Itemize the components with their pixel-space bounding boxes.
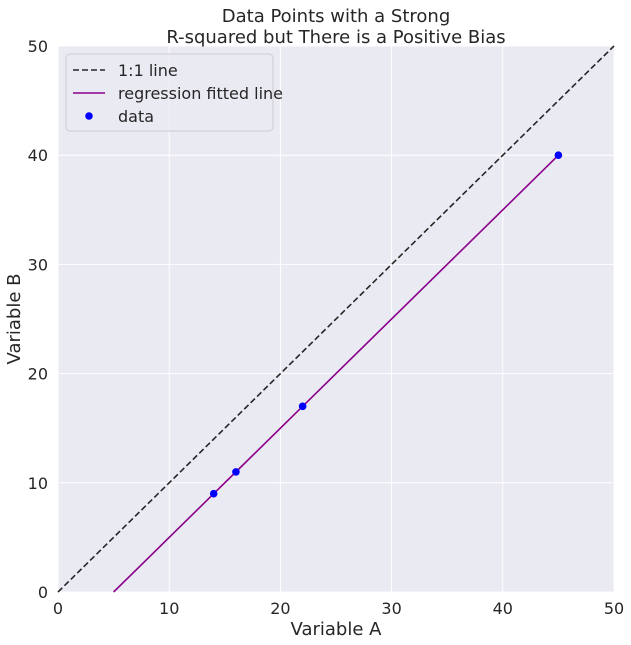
one-to-one-line — [57, 45, 615, 593]
x-tick-label: 0 — [53, 599, 63, 618]
y-tick-label: 40 — [28, 146, 48, 165]
legend: 1:1 line regression fitted line data — [65, 53, 283, 132]
x-tick-label: 50 — [604, 599, 624, 618]
x-tick-label: 20 — [270, 599, 290, 618]
y-tick-label: 0 — [38, 583, 48, 602]
legend-label-data: data — [118, 107, 154, 126]
data-point — [232, 468, 240, 476]
x-tick-label: 30 — [381, 599, 401, 618]
y-tick-label: 50 — [28, 37, 48, 56]
y-axis-label: Variable B — [4, 274, 25, 365]
legend-box — [65, 53, 274, 132]
series-layer — [57, 45, 615, 593]
chart-title-line-1: Data Points with a Strong — [222, 6, 451, 27]
data-point — [298, 402, 307, 411]
x-axis-label: Variable A — [291, 619, 383, 640]
x-tick-label: 10 — [159, 599, 179, 618]
data-point — [554, 151, 563, 159]
y-tick-label: 10 — [28, 474, 48, 493]
y-tick-label: 30 — [28, 255, 48, 274]
legend-marker-data — [85, 112, 93, 120]
grid-lines — [57, 45, 615, 593]
tick-labels: 0 10 20 30 40 50 0 10 20 30 40 50 — [28, 37, 625, 618]
x-tick-label: 40 — [493, 599, 513, 618]
legend-label-regression: regression fitted line — [118, 84, 283, 103]
y-tick-label: 20 — [28, 365, 48, 384]
chart-title-line-2: R-squared but There is a Positive Bias — [166, 27, 505, 48]
data-point — [209, 489, 218, 498]
legend-label-one-to-one: 1:1 line — [118, 61, 178, 80]
